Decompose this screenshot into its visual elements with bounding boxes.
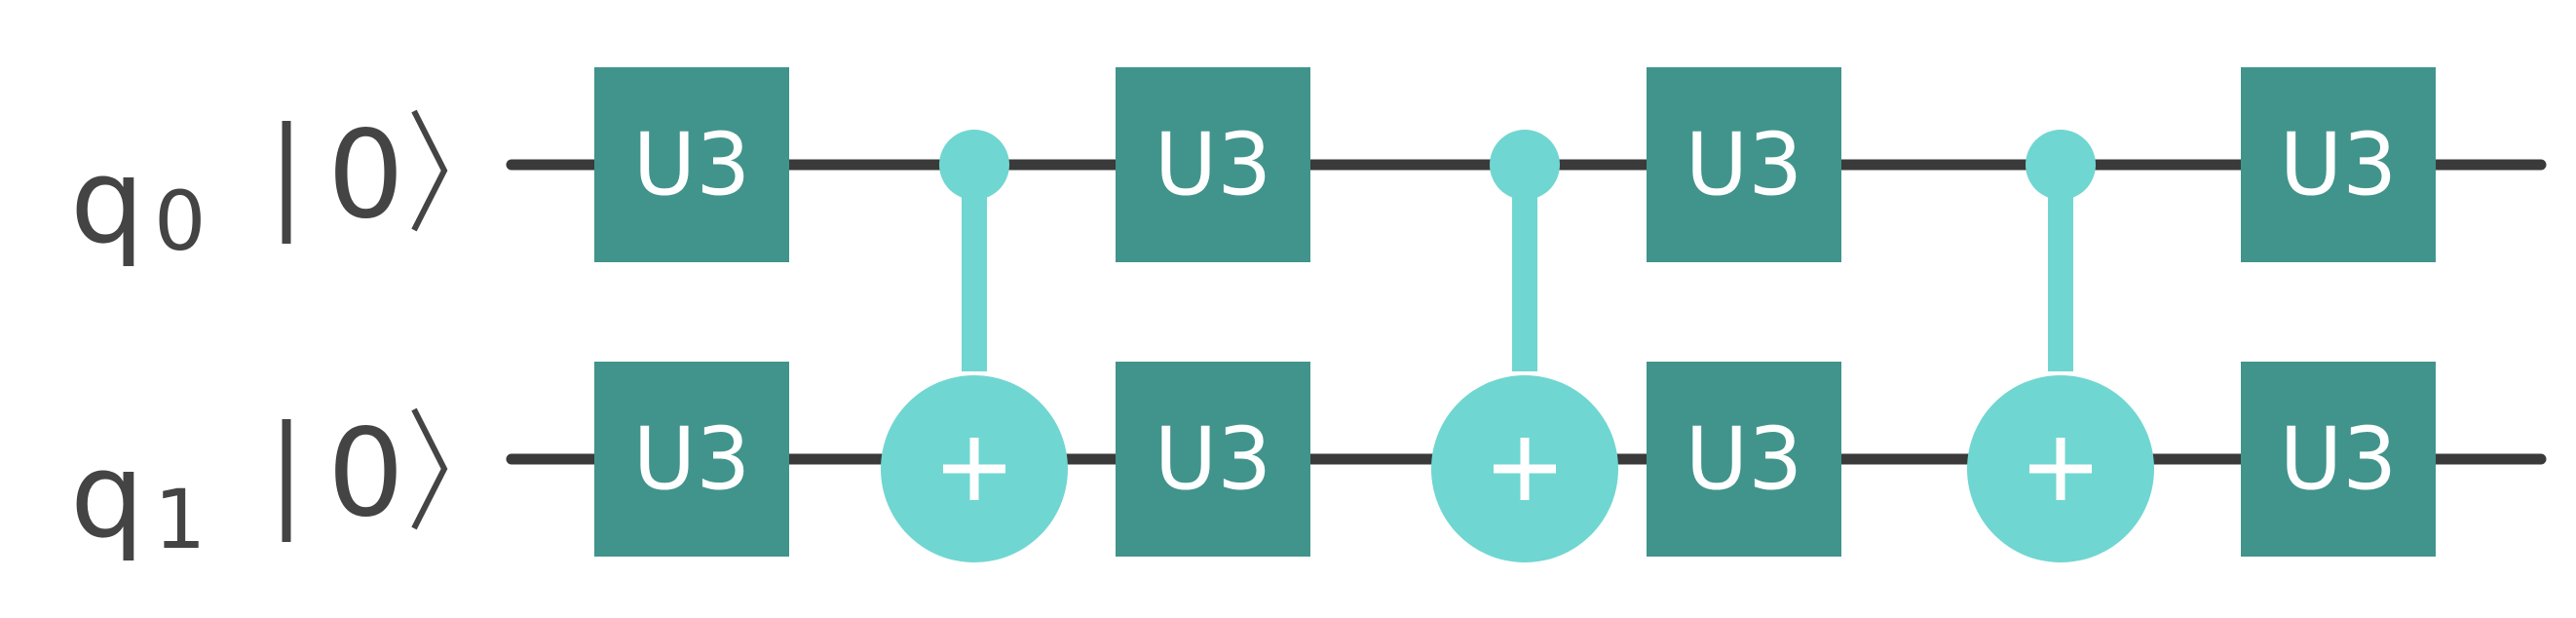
ket-state-q0: 0 xyxy=(282,105,448,246)
u3-gate-label: U3 xyxy=(1686,115,1802,215)
gates-layer: U3 U3 U3 U3 U3 U3 U3 U3 xyxy=(594,67,2436,562)
plus-icon xyxy=(943,438,1005,500)
u3-gate-box xyxy=(2241,67,2436,262)
u3-gate-box xyxy=(2241,362,2436,557)
u3-gate: U3 xyxy=(594,362,789,557)
qubit-name: q xyxy=(70,135,144,270)
ket-angle-bracket xyxy=(411,407,448,530)
qubit-name: q xyxy=(70,429,144,564)
u3-gate-label: U3 xyxy=(1155,409,1271,510)
ket-state-q1: 0 xyxy=(282,404,448,544)
cnot-gate xyxy=(881,130,1068,562)
ket-angle-bracket xyxy=(411,109,448,232)
u3-gate-box xyxy=(594,67,789,262)
qubit-index: 1 xyxy=(154,472,206,567)
u3-gate-box xyxy=(1116,67,1310,262)
u3-gate-label: U3 xyxy=(633,409,750,510)
qubit-label-q1: q 1 xyxy=(70,429,206,567)
u3-gate: U3 xyxy=(594,67,789,262)
cnot-gate xyxy=(1967,130,2154,562)
u3-gate: U3 xyxy=(1647,67,1841,262)
plus-icon xyxy=(1494,438,1556,500)
u3-gate-box xyxy=(1116,362,1310,557)
u3-gate-box xyxy=(594,362,789,557)
u3-gate-label: U3 xyxy=(2280,115,2397,215)
u3-gate: U3 xyxy=(2241,67,2436,262)
qubit-label-q0: q 0 xyxy=(70,135,206,270)
qubit-index: 0 xyxy=(154,174,206,269)
u3-gate: U3 xyxy=(1116,67,1310,262)
plus-icon xyxy=(2029,438,2092,500)
u3-gate: U3 xyxy=(1647,362,1841,557)
u3-gate-label: U3 xyxy=(1155,115,1271,215)
u3-gate-label: U3 xyxy=(2280,409,2397,510)
cnot-control-dot xyxy=(1490,130,1560,200)
ket-value: 0 xyxy=(327,105,404,246)
cnot-gate xyxy=(1431,130,1618,562)
ket-value: 0 xyxy=(327,404,404,544)
cnot-control-dot xyxy=(2026,130,2096,200)
u3-gate-box xyxy=(1647,362,1841,557)
u3-gate-label: U3 xyxy=(1686,409,1802,510)
u3-gate-label: U3 xyxy=(633,115,750,215)
u3-gate-box xyxy=(1647,67,1841,262)
cnot-control-dot xyxy=(939,130,1009,200)
u3-gate: U3 xyxy=(1116,362,1310,557)
u3-gate: U3 xyxy=(2241,362,2436,557)
